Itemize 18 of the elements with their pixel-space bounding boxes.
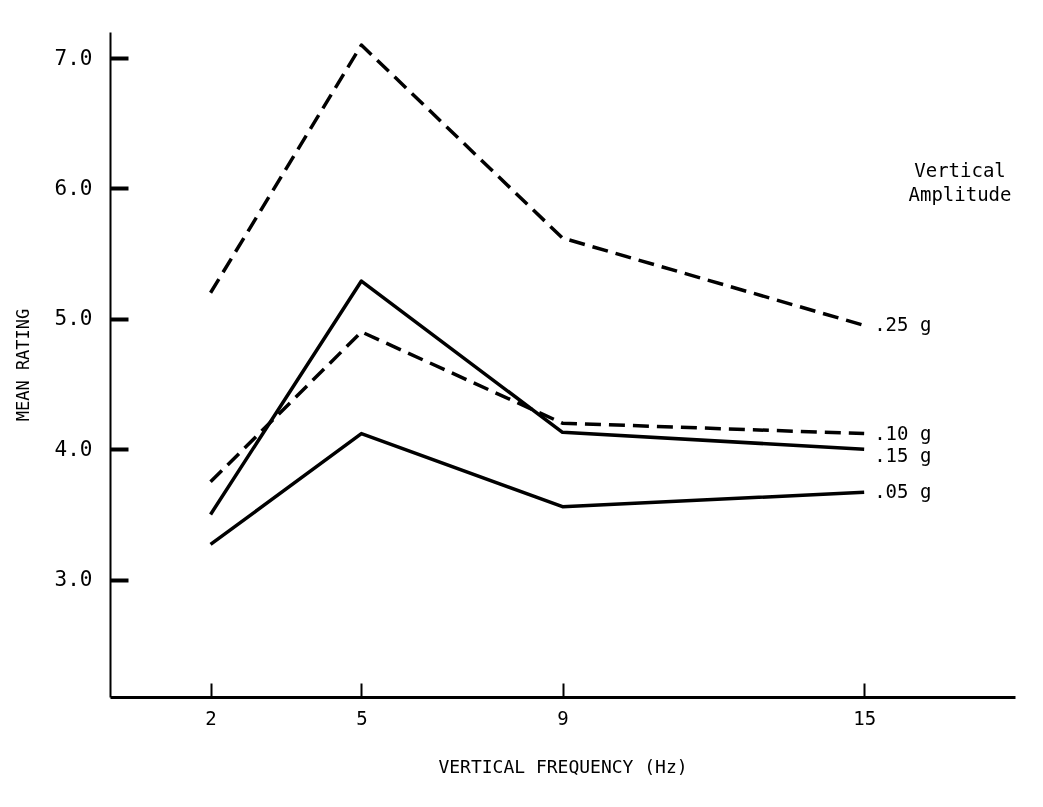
- y-tick-label: 5.0: [54, 306, 93, 331]
- y-tick-label: 7.0: [54, 45, 93, 70]
- y-tick-label: 6.0: [54, 175, 93, 200]
- x-tick-label: 5: [356, 706, 368, 729]
- y-tick-label: 3.0: [54, 567, 93, 592]
- legend-title: Vertical Amplitude: [908, 159, 1012, 205]
- x-axis-title: VERTICAL FREQUENCY (Hz): [438, 755, 688, 777]
- series-label: .15 g: [874, 443, 932, 466]
- series-label: .10 g: [874, 421, 932, 444]
- x-tick-label: 2: [205, 706, 217, 729]
- x-tick-label: 15: [853, 706, 877, 729]
- series-label: .05 g: [874, 480, 932, 503]
- x-tick-label: 9: [557, 706, 569, 729]
- line-series: [208, 279, 866, 517]
- y-axis-title: MEAN RATING: [12, 308, 33, 422]
- series-label: .25 g: [874, 313, 932, 336]
- y-tick-label: 4.0: [54, 436, 93, 461]
- line-series: [208, 431, 866, 547]
